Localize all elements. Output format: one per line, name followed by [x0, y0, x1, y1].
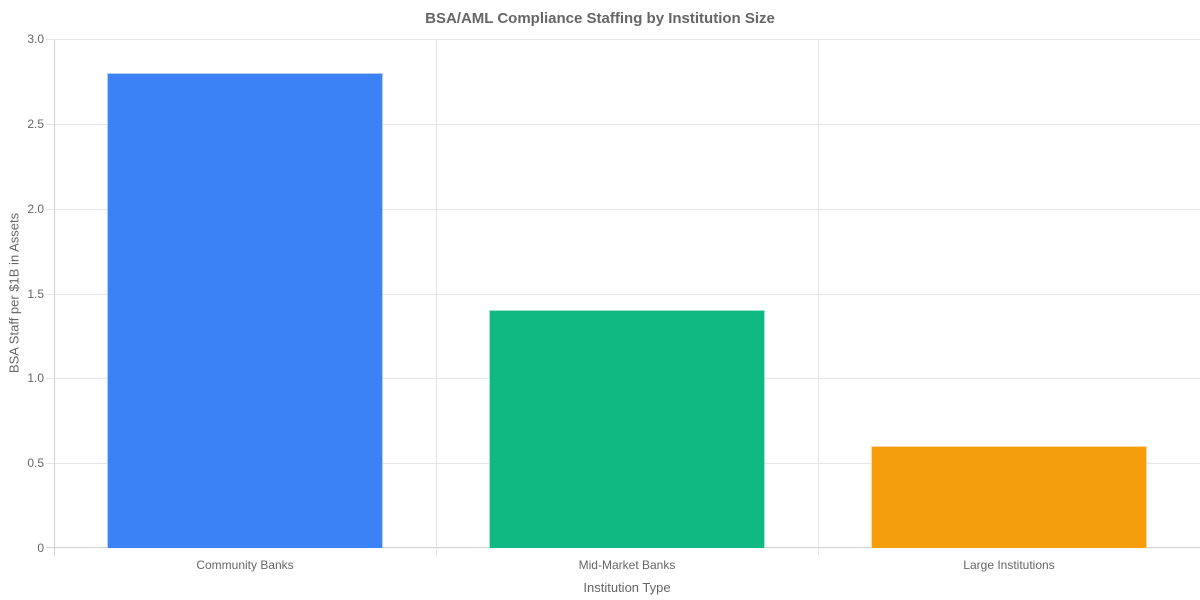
bar-mid-market-banks[interactable]: [489, 310, 765, 548]
y-gridline: [46, 123, 1200, 125]
x-tick-label: Community Banks: [196, 558, 294, 572]
y-axis-label: BSA Staff per $1B in Assets: [6, 212, 22, 374]
y-tick-label: 2.0: [27, 201, 44, 216]
y-axis-line: [54, 39, 55, 556]
y-gridline: [46, 39, 1200, 40]
bar-large-institutions[interactable]: [871, 446, 1147, 548]
y-tick-label: 0: [37, 541, 44, 555]
y-tick-label: 1.5: [27, 286, 44, 301]
y-gridline: [46, 208, 1200, 210]
bar-community-banks[interactable]: [107, 72, 383, 548]
x-gridline: [436, 39, 437, 556]
y-tick-label: 3.0: [27, 32, 44, 46]
x-gridline: [818, 39, 819, 556]
y-gridline: [46, 293, 1200, 295]
y-tick-label: 1.0: [27, 371, 44, 386]
plot-area: [46, 39, 1200, 556]
y-tick-label: 0.5: [27, 456, 44, 471]
x-tick-label: Mid-Market Banks: [578, 558, 676, 572]
chart-title: BSA/AML Compliance Staffing by Instituti…: [425, 10, 775, 27]
x-axis-label: Institution Type: [583, 580, 671, 595]
y-tick-label: 2.5: [27, 116, 44, 131]
x-tick-label: Large Institutions: [963, 558, 1055, 572]
